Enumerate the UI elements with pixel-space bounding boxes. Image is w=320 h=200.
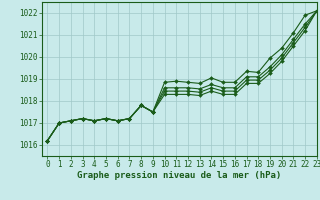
X-axis label: Graphe pression niveau de la mer (hPa): Graphe pression niveau de la mer (hPa) xyxy=(77,171,281,180)
